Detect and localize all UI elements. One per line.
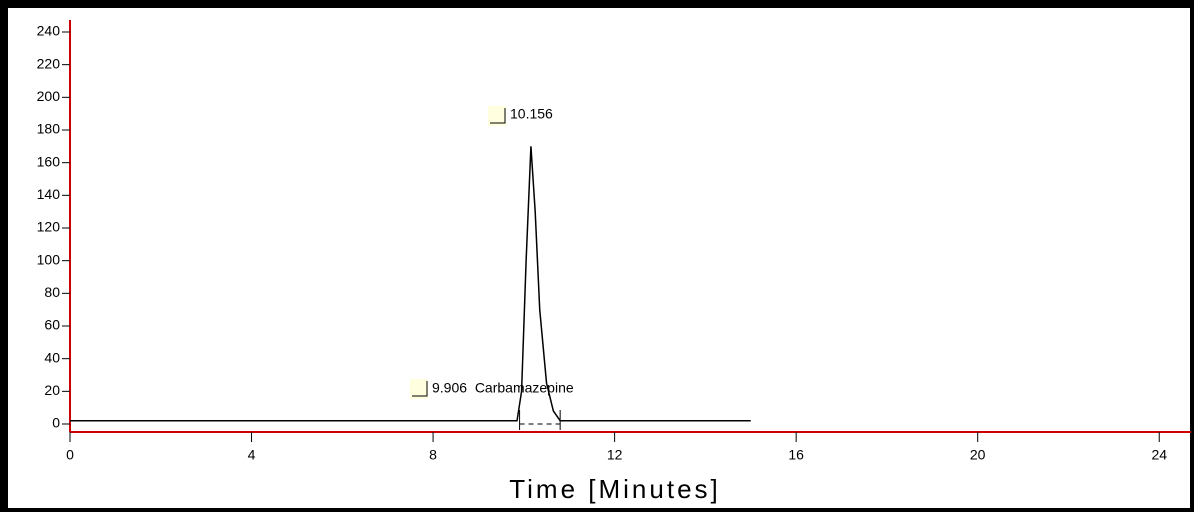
peak-annotation: 10.156 bbox=[510, 106, 553, 122]
x-axis-label: Time [Minutes] bbox=[509, 474, 721, 504]
y-tick-label: 100 bbox=[37, 251, 61, 267]
label-marker-bg bbox=[488, 106, 506, 126]
y-tick-label: 80 bbox=[44, 284, 60, 300]
x-tick-label: 8 bbox=[429, 447, 437, 463]
y-tick-label: 140 bbox=[37, 186, 61, 202]
y-tick-label: 160 bbox=[37, 153, 61, 169]
label-marker-bg bbox=[410, 379, 428, 399]
y-tick-label: 40 bbox=[44, 349, 60, 365]
x-tick-label: 16 bbox=[788, 447, 804, 463]
trace-line bbox=[70, 146, 751, 422]
y-tick-label: 60 bbox=[44, 317, 60, 333]
y-tick-label: 180 bbox=[37, 121, 61, 137]
x-tick-label: 0 bbox=[66, 447, 74, 463]
x-tick-label: 20 bbox=[970, 447, 986, 463]
plot-background bbox=[8, 8, 1190, 508]
y-tick-label: 0 bbox=[52, 415, 60, 431]
peak-annotation: 9.906 Carbamazepine bbox=[432, 380, 574, 396]
y-tick-label: 220 bbox=[37, 55, 61, 71]
x-tick-label: 12 bbox=[607, 447, 623, 463]
x-tick-label: 4 bbox=[248, 447, 256, 463]
y-tick-label: 20 bbox=[44, 382, 60, 398]
label-marker bbox=[490, 108, 506, 124]
y-tick-label: 120 bbox=[37, 219, 61, 235]
x-tick-label: 24 bbox=[1151, 447, 1167, 463]
y-tick-label: 200 bbox=[37, 88, 61, 104]
y-tick-label: 240 bbox=[37, 23, 61, 39]
label-marker bbox=[412, 381, 428, 397]
